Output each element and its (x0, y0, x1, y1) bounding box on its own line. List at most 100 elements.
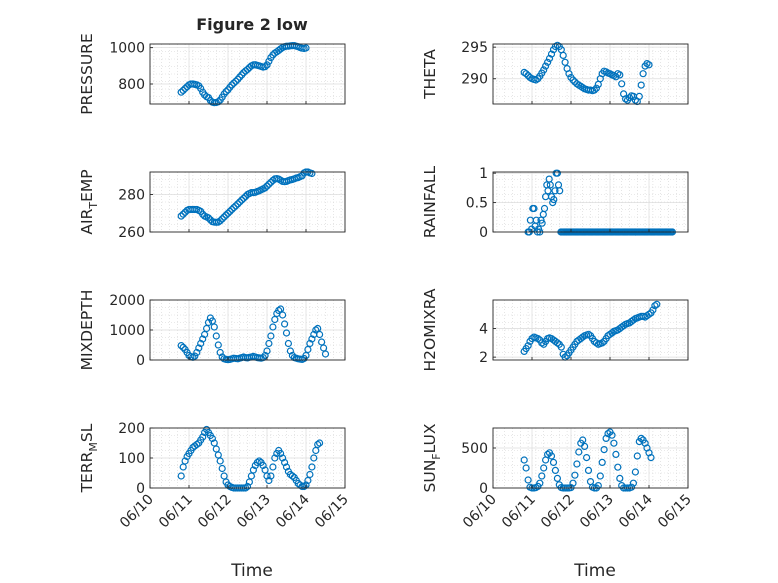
data-point (220, 213, 228, 221)
data-point (300, 482, 308, 491)
data-point (557, 343, 565, 351)
data-point (308, 169, 316, 178)
data-point (197, 339, 205, 348)
y-axis-label: H2OMIXRA (421, 288, 439, 371)
data-point (302, 44, 310, 52)
data-point (522, 70, 530, 78)
right-xlabel: Time (573, 561, 616, 581)
data-point (181, 84, 189, 93)
y-tick-label: 0 (136, 481, 145, 497)
data-point (228, 81, 236, 89)
data-point (298, 482, 306, 491)
y-axis-label: MIXDEPTH (78, 290, 96, 371)
data-point (631, 468, 640, 476)
y-axis-label: AIRTEMP (78, 169, 100, 234)
data-point (212, 445, 220, 453)
y-tick-label: 0 (136, 353, 145, 369)
data-point (538, 472, 546, 480)
data-point (218, 215, 226, 223)
x-tick-label: 06/13 (577, 492, 617, 532)
subplot-2: 290 295 THETA (421, 40, 689, 106)
data-point (238, 71, 246, 79)
data-point (261, 63, 269, 71)
data-point (316, 330, 324, 339)
data-point (271, 454, 279, 462)
data-point (618, 80, 626, 88)
data-point (218, 464, 226, 473)
data-point (228, 205, 236, 214)
data-point (263, 61, 271, 69)
y-tick-label: 0 (479, 481, 488, 497)
data-point (247, 472, 255, 480)
x-tick-label: 06/10 (117, 492, 157, 532)
data-point (249, 466, 257, 474)
y-tick-label: 0.5 (466, 196, 488, 212)
data-point (201, 330, 209, 339)
y-tick-label: 800 (118, 77, 145, 93)
y-tick-label: 2 (479, 350, 488, 366)
data-point (538, 339, 546, 347)
data-point (633, 452, 641, 460)
data-point (199, 433, 207, 441)
figure-title: Figure 2 low (196, 15, 308, 34)
data-point (265, 57, 273, 65)
data-point (179, 210, 187, 218)
data-point (224, 209, 232, 217)
x-tick-label: 06/10 (460, 492, 500, 532)
data-point (543, 450, 552, 458)
data-point (612, 450, 620, 458)
data-point (265, 476, 273, 485)
data-point (540, 204, 549, 213)
y-tick-label: 260 (118, 225, 145, 241)
data-point (265, 339, 273, 348)
y-tick-label: 295 (461, 40, 488, 56)
subplot-4: 0 0.5 1 RAINFALL (421, 165, 689, 241)
axes-box (149, 171, 346, 233)
x-tick-label: 06/12 (538, 492, 578, 532)
data-point (616, 71, 624, 79)
data-point (234, 200, 242, 208)
data-point (265, 180, 273, 188)
data-point (208, 434, 216, 443)
data-point (569, 76, 577, 84)
data-point (608, 431, 616, 439)
data-point (639, 70, 647, 78)
data-point (545, 54, 554, 63)
data-point (571, 471, 579, 479)
data-point (263, 182, 271, 190)
left-xlabel: Time (230, 561, 273, 581)
data-point (193, 440, 201, 449)
data-point (177, 212, 185, 220)
data-point (238, 196, 246, 204)
data-point (522, 464, 530, 472)
y-tick-label: 1 (479, 166, 488, 182)
data-point (584, 466, 593, 474)
data-point (245, 478, 253, 486)
data-point (236, 198, 244, 206)
y-tick-label: 200 (118, 421, 145, 437)
data-point (318, 338, 326, 346)
data-point (520, 456, 528, 464)
data-point (216, 348, 224, 357)
data-point (199, 335, 207, 343)
x-tick-label: 06/14 (616, 491, 656, 531)
data-point (204, 214, 213, 222)
data-point (277, 449, 285, 458)
data-point (598, 339, 606, 347)
data-point (653, 300, 661, 308)
data-point (195, 344, 203, 352)
data-point (193, 348, 201, 357)
data-point (547, 452, 556, 460)
data-point (226, 207, 234, 215)
data-point (543, 58, 552, 66)
data-point (579, 333, 587, 341)
data-point (253, 458, 261, 467)
x-tick-label: 06/11 (156, 492, 196, 532)
subplot-7: 0 100 200 06/10 06/11 06/12 06/13 06/14 06/15 TER… (78, 421, 352, 531)
data-point (179, 86, 187, 95)
data-point (279, 311, 287, 319)
data-point (288, 472, 296, 480)
subplot-1: 800 1000 PRESSURE (78, 33, 346, 115)
data-point (598, 458, 606, 466)
